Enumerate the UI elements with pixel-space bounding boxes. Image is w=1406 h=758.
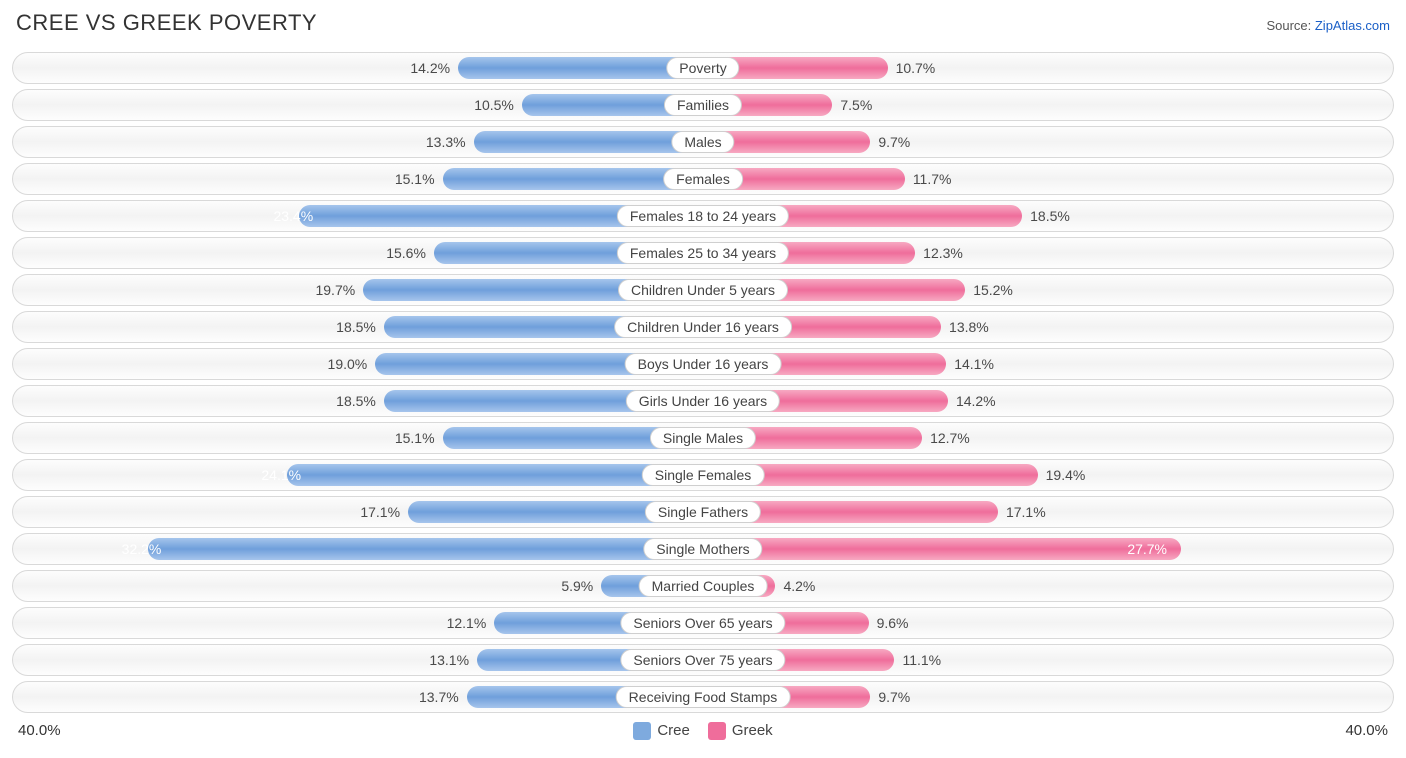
value-label-right: 11.7% bbox=[913, 171, 952, 187]
legend-swatch-right bbox=[708, 722, 726, 740]
chart-row: 18.5% 13.8% Children Under 16 years bbox=[12, 311, 1394, 343]
value-label-right: 9.6% bbox=[877, 615, 909, 631]
axis-right-max: 40.0% bbox=[1345, 722, 1388, 739]
value-label-left: 10.5% bbox=[474, 97, 514, 113]
chart-axis: 40.0% Cree Greek 40.0% bbox=[12, 718, 1394, 740]
value-label-left: 32.2% bbox=[122, 541, 162, 557]
bar-left bbox=[148, 538, 703, 560]
bar-left bbox=[287, 464, 703, 486]
category-label: Seniors Over 75 years bbox=[620, 649, 785, 671]
chart-row: 14.2% 10.7% Poverty bbox=[12, 52, 1394, 84]
chart-row: 15.1% 12.7% Single Males bbox=[12, 422, 1394, 454]
chart-row: 13.3% 9.7% Males bbox=[12, 126, 1394, 158]
category-label: Girls Under 16 years bbox=[626, 390, 780, 412]
chart-row: 5.9% 4.2% Married Couples bbox=[12, 570, 1394, 602]
category-label: Single Fathers bbox=[645, 501, 761, 523]
value-label-left: 23.4% bbox=[273, 208, 313, 224]
value-label-right: 11.1% bbox=[902, 652, 941, 668]
category-label: Married Couples bbox=[639, 575, 768, 597]
value-label-right: 15.2% bbox=[973, 282, 1013, 298]
value-label-right: 13.8% bbox=[949, 319, 989, 335]
value-label-right: 9.7% bbox=[878, 689, 910, 705]
category-label: Families bbox=[664, 94, 742, 116]
category-label: Females 25 to 34 years bbox=[617, 242, 789, 264]
chart-row: 19.0% 14.1% Boys Under 16 years bbox=[12, 348, 1394, 380]
value-label-left: 18.5% bbox=[336, 319, 376, 335]
value-label-right: 17.1% bbox=[1006, 504, 1046, 520]
value-label-left: 15.1% bbox=[395, 430, 435, 446]
value-label-left: 13.3% bbox=[426, 134, 466, 150]
category-label: Females 18 to 24 years bbox=[617, 205, 789, 227]
value-label-left: 15.1% bbox=[395, 171, 435, 187]
chart-title: CREE VS GREEK POVERTY bbox=[16, 10, 317, 36]
category-label: Receiving Food Stamps bbox=[616, 686, 791, 708]
chart-row: 18.5% 14.2% Girls Under 16 years bbox=[12, 385, 1394, 417]
value-label-right: 9.7% bbox=[878, 134, 910, 150]
category-label: Seniors Over 65 years bbox=[620, 612, 785, 634]
source-link[interactable]: ZipAtlas.com bbox=[1315, 18, 1390, 33]
chart-area: 14.2% 10.7% Poverty 10.5% 7.5% Families 13.3% 9… bbox=[12, 48, 1394, 713]
chart-source: Source: ZipAtlas.com bbox=[1266, 18, 1390, 33]
value-label-right: 14.1% bbox=[954, 356, 994, 372]
chart-row: 15.1% 11.7% Females bbox=[12, 163, 1394, 195]
value-label-right: 4.2% bbox=[783, 578, 815, 594]
chart-row: 13.1% 11.1% Seniors Over 75 years bbox=[12, 644, 1394, 676]
category-label: Children Under 5 years bbox=[618, 279, 788, 301]
category-label: Children Under 16 years bbox=[614, 316, 792, 338]
value-label-left: 5.9% bbox=[561, 578, 593, 594]
legend-swatch-left bbox=[633, 722, 651, 740]
chart-row: 32.2% 27.7% Single Mothers bbox=[12, 533, 1394, 565]
chart-row: 12.1% 9.6% Seniors Over 65 years bbox=[12, 607, 1394, 639]
chart-row: 23.4% 18.5% Females 18 to 24 years bbox=[12, 200, 1394, 232]
value-label-right: 19.4% bbox=[1046, 467, 1086, 483]
category-label: Males bbox=[671, 131, 734, 153]
category-label: Single Mothers bbox=[643, 538, 762, 560]
value-label-right: 10.7% bbox=[896, 60, 936, 76]
legend-label-right: Greek bbox=[732, 722, 773, 739]
legend-item-right: Greek bbox=[708, 722, 773, 740]
chart-row: 19.7% 15.2% Children Under 5 years bbox=[12, 274, 1394, 306]
value-label-left: 17.1% bbox=[360, 504, 400, 520]
bar-right bbox=[703, 538, 1181, 560]
chart-legend: Cree Greek bbox=[633, 722, 772, 740]
value-label-left: 24.1% bbox=[261, 467, 301, 483]
chart-header: CREE VS GREEK POVERTY Source: ZipAtlas.c… bbox=[12, 8, 1394, 48]
value-label-right: 27.7% bbox=[1127, 541, 1167, 557]
value-label-right: 12.7% bbox=[930, 430, 970, 446]
category-label: Single Females bbox=[642, 464, 765, 486]
category-label: Females bbox=[663, 168, 743, 190]
source-prefix: Source: bbox=[1266, 18, 1314, 33]
value-label-left: 19.7% bbox=[315, 282, 355, 298]
axis-left-max: 40.0% bbox=[18, 722, 61, 739]
chart-row: 15.6% 12.3% Females 25 to 34 years bbox=[12, 237, 1394, 269]
value-label-left: 13.7% bbox=[419, 689, 459, 705]
value-label-left: 18.5% bbox=[336, 393, 376, 409]
chart-row: 17.1% 17.1% Single Fathers bbox=[12, 496, 1394, 528]
value-label-left: 19.0% bbox=[328, 356, 368, 372]
value-label-right: 14.2% bbox=[956, 393, 996, 409]
category-label: Poverty bbox=[666, 57, 739, 79]
category-label: Boys Under 16 years bbox=[625, 353, 782, 375]
chart-row: 13.7% 9.7% Receiving Food Stamps bbox=[12, 681, 1394, 713]
category-label: Single Males bbox=[650, 427, 756, 449]
legend-label-left: Cree bbox=[657, 722, 690, 739]
value-label-left: 14.2% bbox=[410, 60, 450, 76]
value-label-right: 7.5% bbox=[840, 97, 872, 113]
value-label-left: 15.6% bbox=[386, 245, 426, 261]
value-label-right: 12.3% bbox=[923, 245, 963, 261]
chart-row: 24.1% 19.4% Single Females bbox=[12, 459, 1394, 491]
bar-left bbox=[474, 131, 703, 153]
legend-item-left: Cree bbox=[633, 722, 690, 740]
value-label-left: 12.1% bbox=[447, 615, 487, 631]
chart-row: 10.5% 7.5% Families bbox=[12, 89, 1394, 121]
value-label-left: 13.1% bbox=[429, 652, 469, 668]
value-label-right: 18.5% bbox=[1030, 208, 1070, 224]
